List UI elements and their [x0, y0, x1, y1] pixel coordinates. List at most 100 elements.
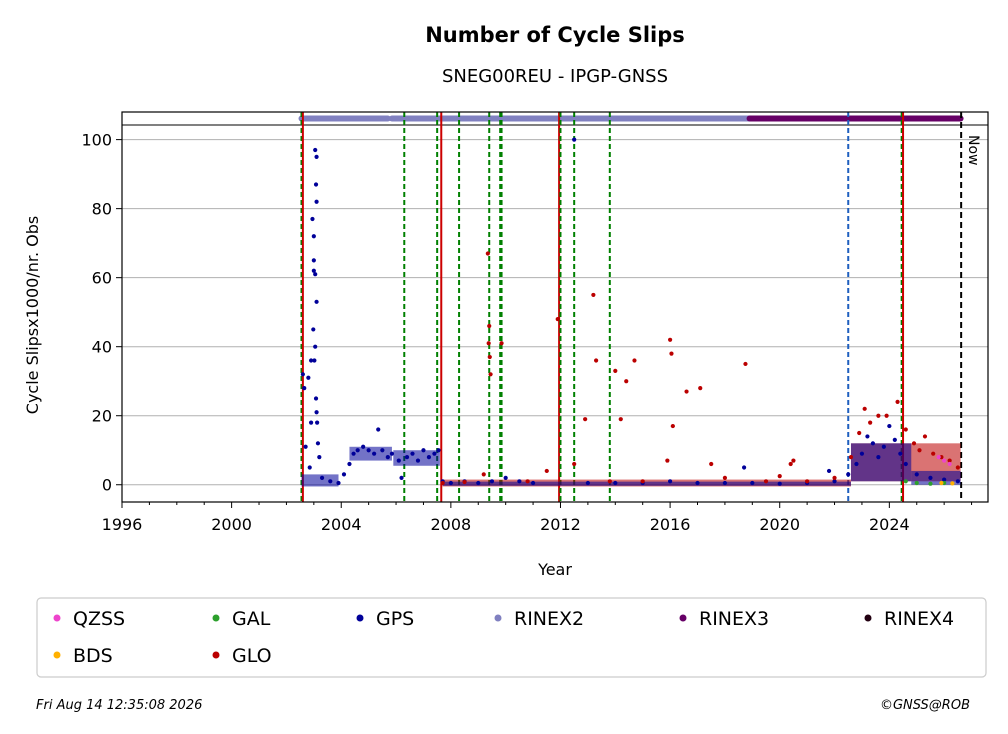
data-point-gps: [436, 448, 441, 453]
data-point-gps: [887, 423, 892, 429]
data-point-glo: [862, 406, 867, 411]
data-point-gps: [846, 472, 851, 477]
data-point-glo: [743, 361, 748, 367]
x-tick-label: 2004: [321, 515, 362, 534]
data-point-gps: [396, 458, 401, 463]
data-point-gps: [313, 147, 318, 153]
data-point-glo: [895, 399, 900, 405]
data-point-glo: [903, 427, 908, 432]
data-point-gps: [399, 475, 404, 480]
data-point-glo: [665, 458, 670, 463]
data-point-gps: [892, 437, 897, 442]
data-point-gps: [741, 465, 747, 470]
legend-marker-rinex2: [494, 614, 502, 622]
data-point-glo: [668, 337, 673, 342]
data-point-gps: [421, 448, 426, 453]
data-point-gps: [336, 480, 341, 486]
legend-marker-rinex3: [679, 614, 687, 622]
data-point-gps: [903, 461, 908, 467]
data-point-gps: [314, 154, 319, 159]
data-point-gps: [313, 272, 318, 277]
gps-dense-band: [393, 450, 440, 466]
gps-dense-band: [301, 474, 339, 487]
chart-subtitle: SNEG00REU - IPGP-GNSS: [442, 66, 668, 87]
data-point-gps: [832, 479, 837, 484]
data-point-gps: [432, 451, 437, 456]
legend-marker-rinex4: [864, 614, 872, 622]
data-point-gps: [308, 420, 314, 425]
legend-marker-gps: [356, 614, 364, 622]
plot-frame: [121, 111, 989, 503]
data-point-gps: [319, 475, 325, 480]
rinex-version-bar: [122, 115, 988, 126]
data-point-gps: [722, 480, 728, 486]
data-point-gps: [376, 427, 381, 432]
data-point-gps: [955, 479, 960, 484]
data-point-glo: [481, 472, 486, 477]
legend-marker-glo: [212, 651, 220, 659]
legend-label-glo: GLO: [232, 645, 272, 667]
data-point-gps: [380, 448, 385, 453]
data-point-glo: [805, 479, 810, 484]
data-point-gps: [308, 358, 314, 363]
legend-label-rinex3: RINEX3: [699, 608, 769, 630]
data-point-gps: [311, 234, 316, 239]
data-point-qzss: [947, 461, 952, 467]
data-point-gps: [530, 480, 536, 486]
data-point-glo: [486, 341, 491, 346]
data-point-glo: [876, 413, 881, 418]
y-tick-label: 0: [102, 476, 112, 495]
data-point-glo: [917, 448, 922, 453]
data-point-glo: [669, 351, 674, 356]
data-point-glo: [632, 358, 637, 363]
legend-label-rinex2: RINEX2: [514, 608, 584, 630]
data-point-gps: [489, 479, 495, 484]
data-point-glo: [572, 461, 577, 467]
y-tick-label: 20: [92, 407, 112, 426]
data-point-gps: [328, 479, 333, 484]
data-point-glo: [488, 372, 493, 377]
legend-marker-bds: [53, 651, 61, 659]
data-point-gps: [389, 451, 395, 456]
data-point-gps: [881, 444, 886, 449]
data-point-gps: [385, 455, 390, 460]
data-point-glo: [698, 386, 703, 391]
data-point-gps: [311, 258, 316, 263]
data-point-gps: [826, 468, 832, 474]
data-point-bds: [939, 480, 944, 486]
data-point-gps: [341, 472, 347, 477]
data-point-gps: [312, 358, 317, 363]
data-point-glo: [640, 479, 645, 484]
data-point-gps: [361, 444, 366, 449]
legend-label-rinex4: RINEX4: [884, 608, 954, 630]
data-point-gps: [448, 480, 453, 486]
data-point-glo: [607, 479, 612, 484]
data-point-gps: [942, 477, 947, 482]
data-point-gps: [898, 451, 903, 456]
data-point-glo: [684, 389, 689, 394]
x-tick-label: 2016: [650, 515, 691, 534]
x-tick-label: 1996: [102, 515, 143, 534]
data-point-glo: [440, 480, 445, 486]
y-tick-label: 100: [81, 131, 112, 150]
data-point-gps: [695, 480, 700, 486]
data-point-gps: [410, 451, 415, 456]
data-point-gal: [903, 479, 908, 484]
now-label: Now: [965, 135, 981, 166]
y-axis-label: Cycle Slipsx1000/nr. Obs: [23, 216, 42, 414]
data-point-gps: [404, 455, 410, 460]
data-point-glo: [485, 251, 490, 256]
data-point-gps: [315, 420, 320, 425]
data-point-gps: [372, 451, 377, 456]
data-point-glo: [848, 455, 854, 460]
data-point-gps: [668, 479, 673, 484]
data-point-gps: [313, 182, 319, 187]
data-point-gps: [366, 448, 371, 453]
data-point-glo: [857, 430, 862, 436]
data-points: [300, 137, 961, 487]
data-point-gps: [750, 480, 755, 486]
footer-timestamp: Fri Aug 14 12:35:08 2026: [36, 698, 202, 713]
data-point-gal: [928, 481, 933, 486]
data-point-glo: [613, 368, 618, 373]
